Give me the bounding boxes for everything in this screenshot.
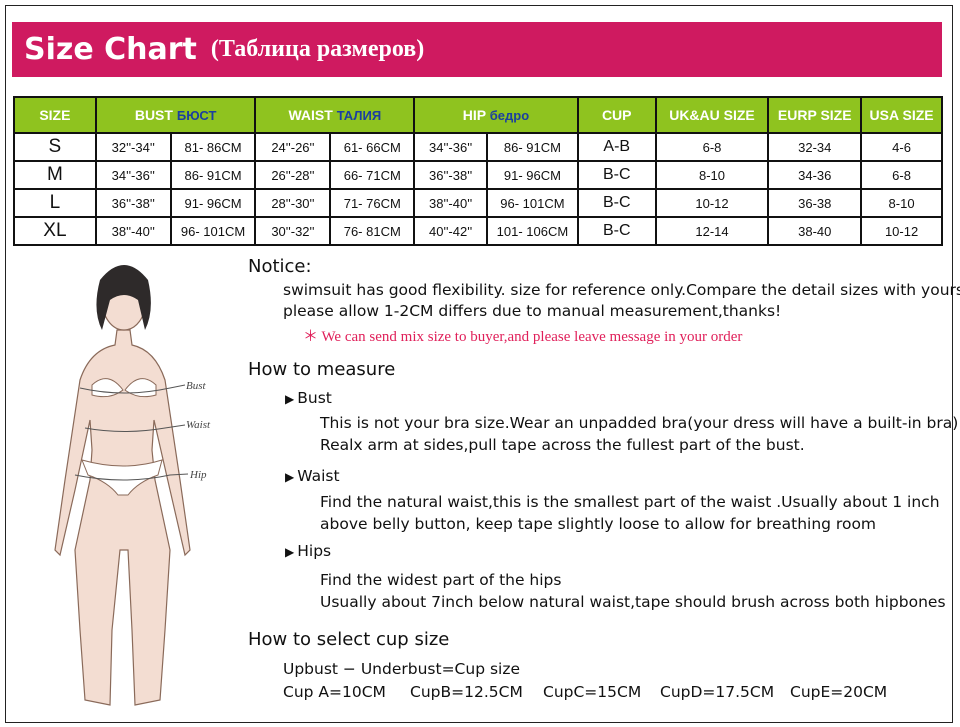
cup-title: How to select cup size xyxy=(248,629,450,650)
cell-waist-cm: 71- 76CM xyxy=(329,188,416,218)
notice-note: ＊ We can send mix size to buyer,and plea… xyxy=(303,329,743,345)
col-waist: WAIST ТАЛИЯ xyxy=(254,96,416,134)
cell-hip-cm: 96- 101CM xyxy=(486,188,579,218)
hips-line1: Find the widest part of the hips xyxy=(320,571,562,589)
cell-bust-in: 34''-36'' xyxy=(94,160,172,190)
cell-bust-in: 32''-34'' xyxy=(94,132,172,162)
bust-line1: This is not your bra size.Wear an unpadd… xyxy=(320,414,959,432)
table-row: XL 38''-40'' 96- 101CM 30''-32'' 76- 81CM 40'… xyxy=(13,216,943,246)
cup-item: Cup A=10CM xyxy=(283,683,386,701)
cell-usa: 10-12 xyxy=(860,216,943,246)
triangle-icon: ▶ xyxy=(285,545,295,559)
cell-size: L xyxy=(13,188,97,218)
cell-eurp: 34-36 xyxy=(767,160,863,190)
cell-size: M xyxy=(13,160,97,190)
cell-cup: B-C xyxy=(576,188,657,218)
waist-line2: above belly button, keep tape slightly l… xyxy=(320,515,877,533)
label-bust: Bust xyxy=(186,380,207,392)
cell-bust-in: 36''-38'' xyxy=(94,188,172,218)
notice-title: Notice: xyxy=(248,256,312,277)
col-eurp: EURP SIZE xyxy=(767,96,863,134)
cup-item: CupE=20CM xyxy=(790,683,888,701)
cell-hip-cm: 86- 91CM xyxy=(486,132,579,162)
cell-bust-cm: 91- 96CM xyxy=(169,188,257,218)
cell-eurp: 32-34 xyxy=(767,132,863,162)
cell-uk: 10-12 xyxy=(654,188,770,218)
frame xyxy=(5,5,953,723)
bust-line2: Realx arm at sides,pull tape across the … xyxy=(320,436,805,454)
table-header: SIZE BUST БЮСТ WAIST ТАЛИЯ HIP бедро CUP… xyxy=(13,96,943,134)
triangle-icon: ▶ xyxy=(285,470,295,484)
cell-cup: A-B xyxy=(576,132,657,162)
cell-bust-in: 38''-40'' xyxy=(94,216,172,246)
waist-heading: ▶ Waist xyxy=(285,467,340,485)
table-row: L 36''-38'' 91- 96CM 28''-30'' 71- 76CM 38''-… xyxy=(13,188,943,218)
body-figure: Bust Waist Hip xyxy=(54,265,211,706)
cup-item: CupC=15CM xyxy=(543,683,642,701)
size-table: SIZE BUST БЮСТ WAIST ТАЛИЯ HIP бедро CUP… xyxy=(13,96,943,246)
cell-hip-in: 40''-42'' xyxy=(413,216,489,246)
table-row: S 32''-34'' 81- 86CM 24''-26'' 61- 66CM 34''-… xyxy=(13,132,943,162)
hips-line2: Usually about 7inch below natural waist,… xyxy=(320,593,946,611)
col-uk: UK&AU SIZE xyxy=(654,96,770,134)
cell-cup: B-C xyxy=(576,216,657,246)
cell-hip-cm: 91- 96CM xyxy=(486,160,579,190)
col-hip: HIP бедро xyxy=(413,96,579,134)
col-cup: CUP xyxy=(576,96,657,134)
cell-size: S xyxy=(13,132,97,162)
col-size: SIZE xyxy=(13,96,97,134)
table-row: M 34''-36'' 86- 91CM 26''-28'' 66- 71CM 36''-… xyxy=(13,160,943,190)
cell-uk: 8-10 xyxy=(654,160,770,190)
cell-hip-in: 38''-40'' xyxy=(413,188,489,218)
cell-waist-in: 26''-28'' xyxy=(254,160,332,190)
cell-hip-in: 34''-36'' xyxy=(413,132,489,162)
col-bust: BUST БЮСТ xyxy=(94,96,257,134)
notice-line2: please allow 1-2CM differs due to manual… xyxy=(283,302,782,320)
cell-usa: 4-6 xyxy=(860,132,943,162)
measure-title: How to measure xyxy=(248,359,396,380)
cup-item: CupB=12.5CM xyxy=(410,683,523,701)
cell-hip-in: 36''-38'' xyxy=(413,160,489,190)
cell-eurp: 38-40 xyxy=(767,216,863,246)
cell-bust-cm: 96- 101CM xyxy=(169,216,257,246)
cell-waist-in: 24''-26'' xyxy=(254,132,332,162)
hips-heading: ▶ Hips xyxy=(285,542,332,560)
cell-uk: 12-14 xyxy=(654,216,770,246)
bust-heading: ▶ Bust xyxy=(285,389,332,407)
cell-hip-cm: 101- 106CM xyxy=(486,216,579,246)
cell-uk: 6-8 xyxy=(654,132,770,162)
label-hip: Hip xyxy=(189,469,207,481)
cell-waist-cm: 66- 71CM xyxy=(329,160,416,190)
cell-waist-in: 30''-32'' xyxy=(254,216,332,246)
label-waist: Waist xyxy=(186,419,211,431)
subtitle: (Таблица размеров) xyxy=(210,36,425,62)
cell-waist-in: 28''-30'' xyxy=(254,188,332,218)
cell-bust-cm: 86- 91CM xyxy=(169,160,257,190)
cell-usa: 6-8 xyxy=(860,160,943,190)
cell-waist-cm: 61- 66CM xyxy=(329,132,416,162)
cup-item: CupD=17.5CM xyxy=(660,683,775,701)
title: Size Chart xyxy=(24,32,197,67)
triangle-icon: ▶ xyxy=(285,392,295,406)
cup-formula: Upbust − Underbust=Cup size xyxy=(283,660,521,678)
waist-line1: Find the natural waist,this is the small… xyxy=(320,493,940,511)
cell-bust-cm: 81- 86CM xyxy=(169,132,257,162)
cell-cup: B-C xyxy=(576,160,657,190)
cell-usa: 8-10 xyxy=(860,188,943,218)
title-banner: Size Chart (Таблица размеров) xyxy=(12,22,942,77)
col-usa: USA SIZE xyxy=(860,96,943,134)
cell-size: XL xyxy=(13,216,97,246)
notice-line1: swimsuit has good flexibility. size for … xyxy=(283,281,960,299)
cell-eurp: 36-38 xyxy=(767,188,863,218)
cell-waist-cm: 76- 81CM xyxy=(329,216,416,246)
